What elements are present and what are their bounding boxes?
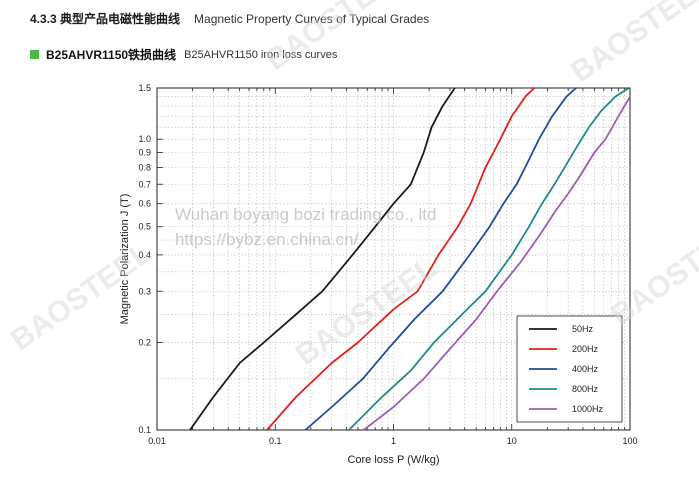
section-title-cn: 4.3.3 典型产品电磁性能曲线 — [30, 12, 181, 26]
y-tick-label: 0.5 — [138, 222, 151, 232]
y-tick-label: 0.1 — [138, 425, 151, 435]
series-line-200hz — [266, 88, 535, 430]
chart-subheader: B25AHVR1150铁损曲线 B25AHVR1150 iron loss cu… — [30, 46, 337, 63]
x-tick-label: 100 — [622, 436, 637, 446]
legend-label: 200Hz — [572, 344, 599, 354]
y-tick-label: 1.0 — [138, 134, 151, 144]
x-tick-label: 0.1 — [269, 436, 282, 446]
y-tick-label: 0.4 — [138, 250, 151, 260]
series-line-400hz — [304, 88, 577, 430]
y-tick-label: 1.5 — [138, 83, 151, 93]
chart-title-en: B25AHVR1150 iron loss curves — [184, 48, 338, 61]
x-tick-label: 0.01 — [148, 436, 166, 446]
y-tick-label: 0.6 — [138, 199, 151, 209]
y-tick-label: 0.2 — [138, 337, 151, 347]
legend-label: 50Hz — [572, 324, 594, 334]
x-tick-label: 10 — [507, 436, 517, 446]
section-title-en: Magnetic Property Curves of Typical Grad… — [194, 12, 430, 26]
y-tick-label: 0.8 — [138, 162, 151, 172]
chart-title-cn: B25AHVR1150铁损曲线 — [46, 48, 177, 62]
legend-label: 800Hz — [572, 384, 599, 394]
series-line-50hz — [189, 88, 456, 430]
y-tick-label: 0.9 — [138, 148, 151, 158]
series-group — [189, 88, 630, 430]
y-tick-label: 0.7 — [138, 179, 151, 189]
x-tick-label: 1 — [391, 436, 396, 446]
series-line-800hz — [348, 88, 630, 430]
legend-label: 400Hz — [572, 364, 599, 374]
legend-label: 1000Hz — [572, 404, 604, 414]
series-line-1000hz — [363, 96, 630, 430]
y-axis-label: Magnetic Polarization J (T) — [119, 194, 131, 325]
y-tick-label: 0.3 — [138, 286, 151, 296]
section-header: 4.3.3 典型产品电磁性能曲线 Magnetic Property Curves… — [30, 10, 429, 27]
x-axis-label: Core loss P (W/kg) — [347, 454, 439, 466]
green-square-marker — [30, 50, 39, 59]
